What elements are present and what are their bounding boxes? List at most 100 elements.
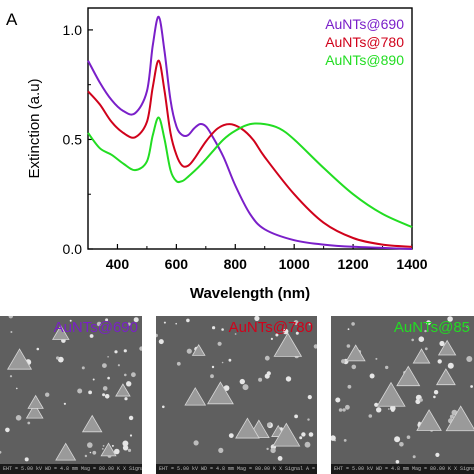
nanoparticle-dot — [254, 316, 260, 321]
nanoparticle-dot — [347, 384, 352, 389]
nanoparticle-dot — [282, 328, 289, 335]
nanotriangle — [435, 368, 456, 386]
nanotriangle — [27, 394, 44, 409]
nanoparticle-dot — [343, 439, 347, 442]
x-tick-label: 400 — [106, 256, 130, 272]
nanoparticle-dot — [412, 455, 416, 459]
nanoparticle-dot — [293, 320, 299, 326]
nanoparticle-dot — [129, 434, 133, 437]
nanoparticle-dot — [158, 339, 164, 345]
nanotriangle — [273, 332, 303, 357]
nanoparticle-dot — [394, 436, 401, 443]
nanoparticle-dot — [5, 427, 10, 433]
nanoparticle-dot — [193, 440, 199, 446]
sem-label: AuNTs@780 — [228, 319, 313, 336]
nanoparticle-dot — [299, 436, 303, 440]
x-axis-label: Wavelength (nm) — [190, 285, 310, 302]
nanoparticle-dot — [258, 377, 263, 382]
nanotriangle — [416, 409, 442, 431]
nanoparticle-dot — [89, 451, 92, 454]
nanoparticle-dot — [128, 415, 134, 421]
nanoparticle-dot — [131, 372, 136, 378]
nanoparticle-dot — [163, 321, 166, 324]
nanotriangle — [272, 422, 301, 447]
nanoparticle-dot — [111, 444, 114, 447]
nanoparticle-dot — [122, 440, 129, 447]
nanoparticle-dot — [114, 448, 120, 455]
nanoparticle-dot — [308, 432, 314, 437]
nanoparticle-dot — [102, 393, 106, 397]
nanoparticle-dot — [347, 328, 350, 331]
nanoparticle-dot — [211, 365, 215, 369]
nanotriangle — [55, 442, 77, 461]
sem-info-bar: EHT = 5.00 kV WD = 4.8 mm Mag = 80.00 K … — [156, 464, 317, 474]
nanoparticle-dot — [102, 445, 105, 447]
nanoparticle-dot — [345, 404, 350, 410]
sem-info-bar: EHT = 5.00 kV WD = 4.8 mm Mag = 80.00 K … — [331, 464, 474, 474]
nanoparticle-dot — [447, 316, 453, 322]
nanoparticle-dot — [102, 386, 108, 391]
nanoparticle-dot — [176, 361, 181, 366]
nanoparticle-dot — [424, 329, 427, 333]
nanotriangle — [191, 344, 206, 356]
y-axis-label: Extinction (a.u) — [26, 78, 43, 178]
nanoparticle-dot — [107, 376, 110, 380]
nanoparticle-dot — [124, 397, 128, 401]
nanotriangle — [184, 387, 207, 406]
nanotriangle — [235, 417, 260, 439]
nanoparticle-dot — [264, 355, 270, 361]
x-tick-label: 1400 — [396, 256, 427, 272]
series-line-AuNTs@780 — [87, 59, 413, 248]
nanoparticle-dot — [221, 361, 224, 364]
nanoparticle-dot — [127, 322, 131, 326]
nanoparticle-dot — [133, 317, 139, 323]
nanoparticle-dot — [81, 366, 85, 370]
nanoparticle-dot — [266, 447, 269, 451]
nanotriangle — [206, 381, 234, 405]
nanoparticle-dot — [242, 384, 249, 391]
nanoparticle-dot — [127, 448, 132, 452]
nanoparticle-dot — [270, 337, 273, 340]
nanoparticle-dot — [228, 358, 232, 362]
nanoparticle-dot — [351, 322, 355, 326]
nanotriangle — [376, 381, 406, 407]
nanoparticle-dot — [239, 378, 245, 385]
x-tick-label: 800 — [224, 256, 248, 272]
nanoparticle-dot — [307, 418, 310, 421]
sem-image-3: AuNTs@85 EHT = 5.00 kV WD = 4.8 mm Mag =… — [331, 316, 474, 474]
nanoparticle-dot — [139, 346, 142, 351]
nanoparticle-dot — [69, 319, 72, 322]
x-tick-label: 600 — [165, 256, 189, 272]
nanoparticle-dot — [124, 373, 127, 377]
sem-micrograph — [156, 316, 317, 461]
nanoparticle-dot — [307, 395, 312, 400]
nanoparticle-dot — [105, 318, 109, 322]
nanoparticle-dot — [437, 359, 442, 364]
nanoparticle-dot — [9, 375, 13, 378]
x-tick-label: 1000 — [279, 256, 310, 272]
nanoparticle-dot — [92, 378, 95, 381]
nanoparticle-dot — [186, 348, 192, 354]
nanoparticle-dot — [24, 457, 29, 462]
nanoparticle-dot — [228, 433, 234, 438]
nanoparticle-dot — [470, 385, 473, 388]
axes: 400 600 800 1000 1200 1400 0.0 0.5 1.0 Wavelength… — [26, 7, 428, 302]
nanotriangle — [412, 348, 431, 364]
sem-info-bar: EHT = 5.00 kV WD = 4.8 mm Mag = 80.00 K … — [0, 464, 142, 474]
extinction-spectrum-chart: 400 600 800 1000 1200 1400 0.0 0.5 1.0 Wavelength… — [26, 7, 428, 302]
nanoparticle-dot — [341, 359, 346, 364]
nanoparticle-dot — [15, 415, 22, 421]
nanotriangle — [100, 442, 117, 457]
nanoparticle-dot — [88, 390, 92, 395]
nanoparticle-dot — [466, 356, 473, 362]
nanoparticle-dot — [162, 405, 165, 409]
nanoparticle-dot — [217, 341, 222, 346]
nanoparticle-dot — [424, 347, 428, 351]
nanoparticle-dot — [285, 376, 292, 382]
nanoparticle-dot — [267, 422, 272, 427]
nanoparticle-dot — [77, 388, 83, 394]
nanoparticle-dot — [92, 450, 97, 455]
nanoparticle-dot — [0, 450, 2, 454]
nanoparticle-dot — [277, 456, 283, 461]
sem-image-1: AuNTs@690 EHT = 5.00 kV WD = 4.8 mm Mag … — [0, 316, 142, 474]
